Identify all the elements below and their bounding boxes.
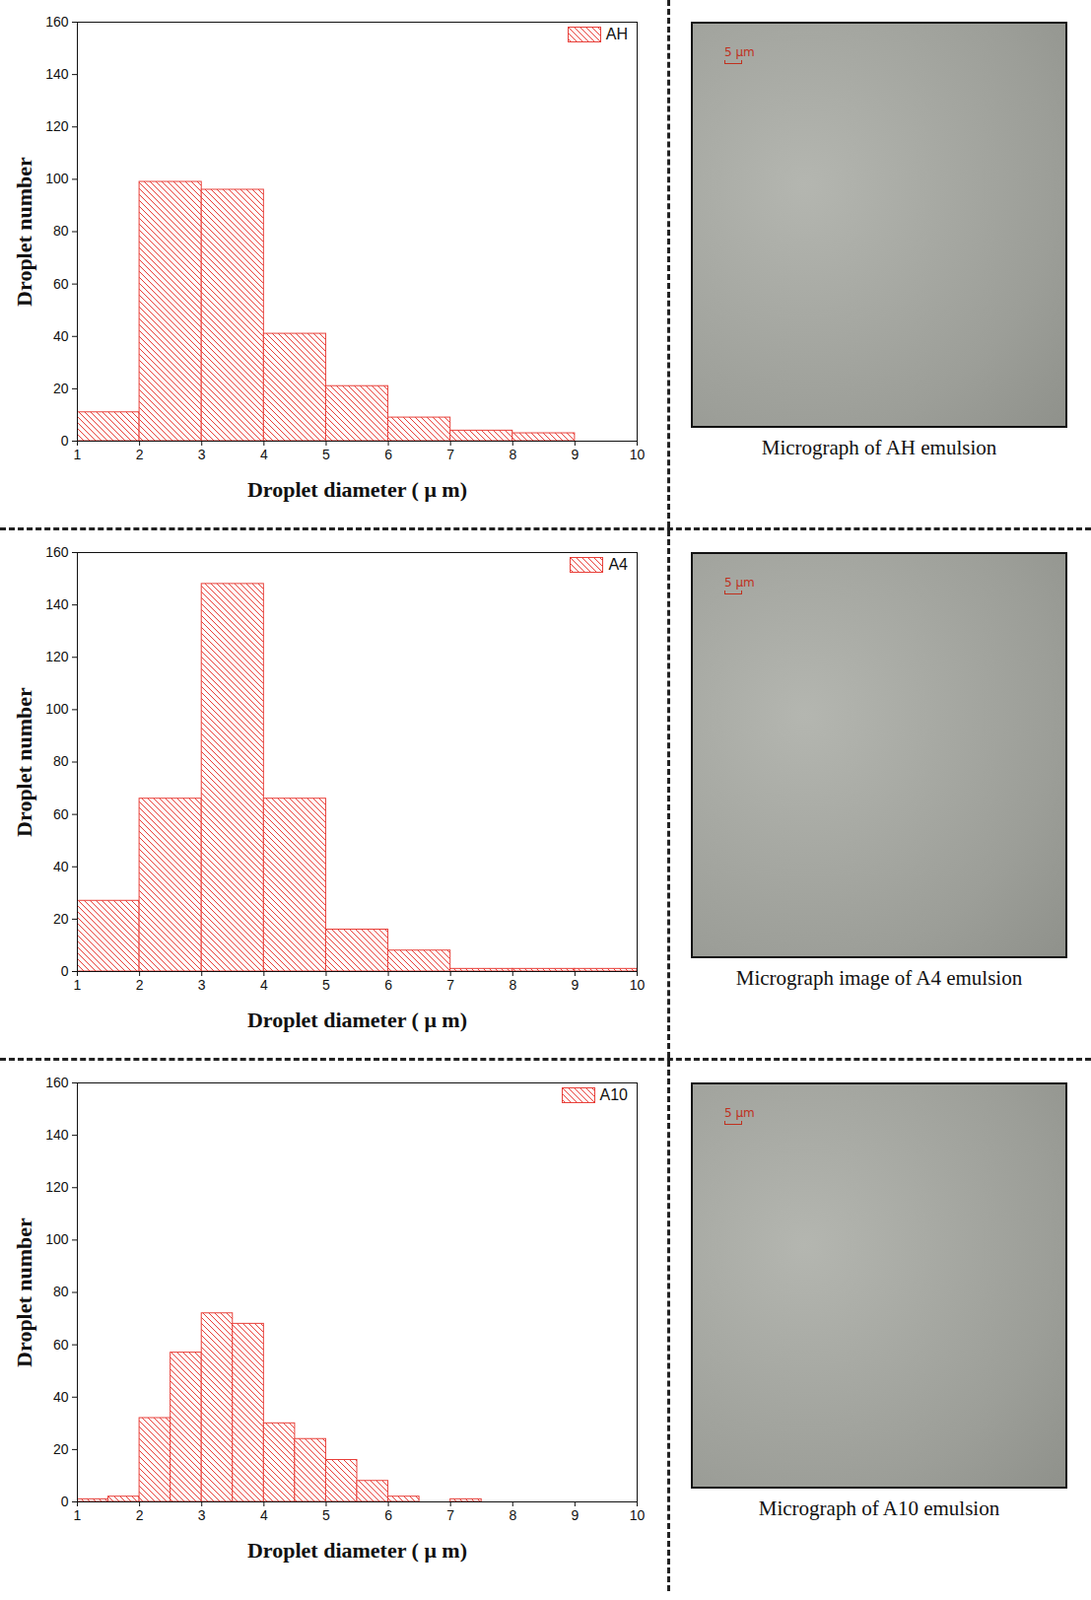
svg-text:6: 6 — [384, 976, 393, 993]
svg-text:0: 0 — [61, 1493, 69, 1509]
svg-text:1: 1 — [73, 976, 82, 993]
svg-text:Droplet number: Droplet number — [11, 686, 37, 837]
svg-text:20: 20 — [53, 1440, 69, 1457]
svg-text:80: 80 — [53, 222, 69, 239]
svg-text:5: 5 — [322, 976, 331, 993]
html-text:AH: AH — [605, 25, 628, 43]
svg-text:8: 8 — [508, 446, 517, 463]
svg-text:1: 1 — [73, 446, 82, 463]
svg-text:Droplet number: Droplet number — [11, 156, 37, 307]
svg-text:60: 60 — [53, 1336, 69, 1353]
svg-text:9: 9 — [570, 446, 579, 463]
svg-text:Droplet diameter ( μ m): Droplet diameter ( μ m) — [247, 477, 468, 502]
svg-text:120: 120 — [45, 1178, 69, 1195]
svg-text:Droplet diameter ( μ m): Droplet diameter ( μ m) — [247, 1537, 468, 1563]
svg-text:100: 100 — [45, 1230, 69, 1247]
svg-text:2: 2 — [136, 976, 144, 993]
svg-text:2: 2 — [136, 1506, 144, 1523]
svg-text:140: 140 — [45, 596, 69, 613]
svg-text:60: 60 — [53, 806, 69, 822]
svg-text:5: 5 — [322, 1506, 331, 1523]
svg-text:4: 4 — [260, 976, 269, 993]
html-text:Micrograph of AH emulsion: Micrograph of AH emulsion — [761, 435, 997, 460]
svg-text:10: 10 — [629, 976, 646, 993]
svg-text:120: 120 — [45, 118, 69, 135]
svg-text:100: 100 — [45, 700, 69, 717]
svg-text:4: 4 — [260, 446, 269, 463]
svg-text:10: 10 — [629, 446, 646, 463]
html-text:A10: A10 — [599, 1086, 628, 1103]
html-text:A4: A4 — [608, 555, 628, 573]
svg-text:3: 3 — [198, 446, 206, 463]
svg-text:6: 6 — [384, 1506, 393, 1523]
svg-text:40: 40 — [53, 1388, 69, 1405]
svg-text:2: 2 — [136, 446, 144, 463]
svg-text:10: 10 — [629, 1506, 646, 1523]
svg-text:40: 40 — [53, 858, 69, 875]
svg-text:1: 1 — [73, 1506, 82, 1523]
svg-text:120: 120 — [45, 648, 69, 665]
html-text:5 μm: 5 μm — [724, 575, 755, 590]
svg-text:6: 6 — [384, 446, 393, 463]
svg-text:3: 3 — [198, 1506, 206, 1523]
svg-text:8: 8 — [508, 976, 517, 993]
svg-text:40: 40 — [53, 328, 69, 344]
svg-text:7: 7 — [446, 446, 455, 463]
svg-text:160: 160 — [45, 1074, 69, 1091]
svg-text:20: 20 — [53, 910, 69, 927]
svg-text:8: 8 — [508, 1506, 517, 1523]
svg-text:140: 140 — [45, 1126, 69, 1143]
svg-text:100: 100 — [45, 170, 69, 187]
svg-text:160: 160 — [45, 13, 69, 30]
svg-text:80: 80 — [53, 1283, 69, 1299]
svg-text:60: 60 — [53, 275, 69, 292]
svg-text:7: 7 — [446, 1506, 455, 1523]
svg-text:Droplet number: Droplet number — [11, 1217, 37, 1367]
svg-text:140: 140 — [45, 66, 69, 82]
html-text:Micrograph of A10 emulsion: Micrograph of A10 emulsion — [758, 1496, 1000, 1520]
svg-text:4: 4 — [260, 1506, 269, 1523]
svg-text:9: 9 — [570, 1506, 579, 1523]
svg-text:0: 0 — [61, 432, 69, 449]
svg-text:80: 80 — [53, 752, 69, 769]
svg-text:7: 7 — [446, 976, 455, 993]
html-text:5 μm: 5 μm — [724, 45, 755, 60]
svg-text:5: 5 — [322, 446, 331, 463]
html-text:5 μm: 5 μm — [724, 1105, 755, 1120]
svg-text:3: 3 — [198, 976, 206, 993]
svg-text:20: 20 — [53, 380, 69, 397]
html-text:Micrograph image of A4 emulsio: Micrograph image of A4 emulsion — [736, 965, 1023, 990]
svg-text:Droplet diameter ( μ m): Droplet diameter ( μ m) — [247, 1007, 468, 1032]
svg-text:160: 160 — [45, 544, 69, 560]
svg-text:0: 0 — [61, 962, 69, 979]
svg-text:9: 9 — [570, 976, 579, 993]
